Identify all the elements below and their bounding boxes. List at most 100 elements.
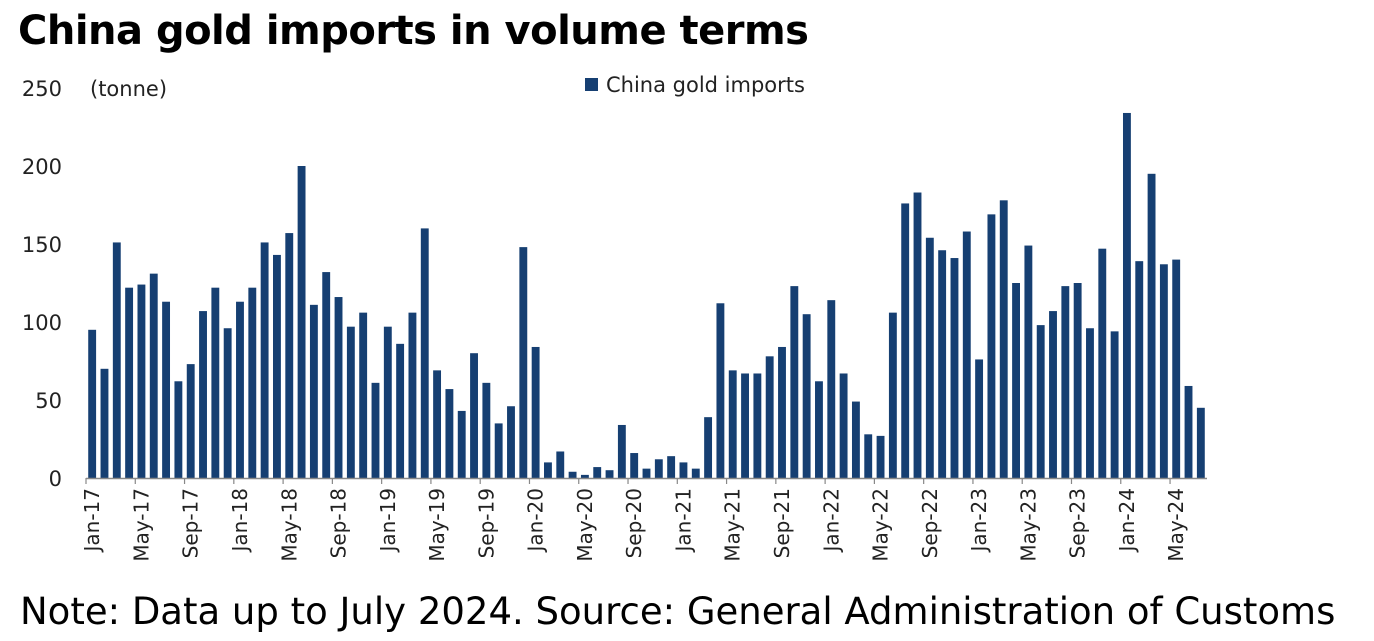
- bar-May-23: [1024, 245, 1033, 478]
- bar-Jul-23: [1049, 311, 1057, 478]
- bar-Aug-18: [322, 272, 331, 478]
- bar-Apr-23: [1012, 283, 1020, 478]
- x-tick-label: Jan-20: [524, 488, 548, 554]
- bar-Feb-17: [100, 368, 109, 478]
- bar-Jun-21: [741, 373, 749, 478]
- x-tick-label: Sep-18: [327, 488, 351, 558]
- bar-May-22: [876, 435, 885, 478]
- bar-Jul-20: [605, 470, 614, 478]
- y-tick-label: 200: [22, 155, 62, 179]
- bar-Dec-17: [223, 328, 232, 478]
- bar-May-17: [137, 284, 146, 478]
- x-tick-label: May-21: [721, 488, 745, 562]
- bar-Mar-23: [999, 200, 1008, 478]
- bar-Jan-19: [383, 326, 392, 478]
- bar-Apr-19: [420, 228, 429, 478]
- x-tick-label: Jan-17: [80, 488, 104, 554]
- y-tick-label: 100: [22, 311, 62, 335]
- x-tick-label: May-18: [277, 488, 301, 562]
- bar-Sep-21: [778, 346, 786, 478]
- bar-Jul-18: [309, 304, 318, 478]
- bar-Oct-21: [790, 286, 799, 478]
- bar-Aug-23: [1061, 286, 1070, 478]
- x-tick-label: Sep-23: [1066, 488, 1090, 558]
- bar-Sep-22: [925, 237, 934, 478]
- x-tick-label: May-17: [129, 488, 153, 562]
- x-tick-label: Jan-23: [967, 488, 991, 554]
- legend-swatch: [585, 78, 598, 91]
- bar-Dec-22: [962, 231, 971, 478]
- bar-Nov-17: [211, 287, 220, 478]
- bar-Nov-20: [654, 459, 663, 478]
- bar-Apr-20: [568, 471, 577, 478]
- bar-Sep-18: [334, 297, 343, 478]
- bar-Jan-21: [679, 462, 688, 478]
- bar-Jan-20: [531, 346, 540, 478]
- x-tick-label: Sep-19: [474, 488, 498, 558]
- bar-Aug-19: [470, 353, 478, 478]
- bar-Sep-23: [1073, 283, 1082, 478]
- y-tick-label: 0: [49, 467, 62, 491]
- bar-Jun-18: [297, 166, 306, 478]
- bar-Jun-22: [888, 312, 897, 478]
- bar-Apr-22: [864, 434, 873, 478]
- bar-Sep-20: [630, 453, 639, 478]
- bar-May-21: [728, 370, 737, 478]
- bar-Oct-22: [938, 250, 947, 478]
- y-tick-label: 150: [22, 233, 62, 257]
- bar-Dec-21: [815, 381, 823, 478]
- bar-Apr-17: [125, 287, 134, 478]
- bar-Oct-18: [346, 326, 355, 478]
- bar-Sep-19: [482, 382, 491, 478]
- bar-May-20: [580, 474, 589, 478]
- y-axis-unit-label: (tonne): [90, 77, 167, 101]
- bar-Mar-18: [260, 242, 269, 478]
- bar-Mar-17: [112, 242, 121, 478]
- bar-Jun-17: [149, 273, 158, 478]
- bar-Jun-23: [1036, 325, 1045, 478]
- bar-Jul-24: [1196, 407, 1205, 478]
- bar-Aug-20: [617, 424, 626, 478]
- bar-Apr-24: [1159, 264, 1168, 478]
- bar-Jun-20: [593, 467, 602, 478]
- x-tick-label: May-22: [869, 488, 893, 562]
- bar-Aug-21: [765, 356, 774, 478]
- x-tick-label: Sep-17: [179, 488, 203, 558]
- bar-Nov-19: [507, 406, 515, 478]
- bar-Oct-17: [199, 311, 207, 478]
- bar-chart: 0 50 100 150 200 250 (tonne) Jan-17 May-17 Sep-17…: [22, 73, 1207, 562]
- bar-Mar-24: [1147, 173, 1156, 479]
- bar-Jul-21: [753, 373, 762, 478]
- bar-Jan-17: [88, 329, 97, 478]
- bar-Jul-19: [457, 410, 466, 478]
- bar-Apr-18: [273, 254, 281, 478]
- y-tick-label: 250: [22, 77, 62, 101]
- source-note: Note: Data up to July 2024. Source: Gene…: [20, 590, 1336, 633]
- x-tick-label: Jan-18: [228, 488, 252, 554]
- bar-Feb-22: [839, 373, 848, 478]
- x-tick-label: Jan-24: [1115, 488, 1139, 554]
- bar-Dec-19: [519, 247, 528, 478]
- bar-Jun-24: [1184, 385, 1193, 478]
- x-tick-label: Sep-20: [622, 488, 646, 558]
- x-tick-label: Jan-22: [819, 488, 843, 554]
- bar-Jan-24: [1122, 112, 1131, 479]
- bar-Dec-18: [371, 382, 380, 478]
- bar-May-24: [1172, 259, 1181, 478]
- bar-May-18: [285, 233, 294, 478]
- chart-title: China gold imports in volume terms: [18, 8, 809, 54]
- bar-Nov-22: [950, 258, 959, 478]
- x-tick-label: May-24: [1164, 488, 1188, 562]
- bar-Mar-20: [556, 451, 565, 478]
- x-tick-label: May-23: [1016, 488, 1040, 562]
- x-tick-label: Jan-21: [671, 488, 695, 554]
- x-tick-label: Sep-21: [770, 488, 794, 558]
- bar-Dec-20: [667, 456, 676, 478]
- legend-label: China gold imports: [606, 73, 805, 97]
- bar-Feb-20: [544, 462, 552, 478]
- bar-Nov-18: [359, 312, 368, 478]
- bar-Oct-20: [642, 468, 651, 478]
- bar-Dec-23: [1110, 331, 1119, 478]
- bar-Jan-22: [827, 300, 836, 478]
- bar-Nov-21: [802, 314, 811, 478]
